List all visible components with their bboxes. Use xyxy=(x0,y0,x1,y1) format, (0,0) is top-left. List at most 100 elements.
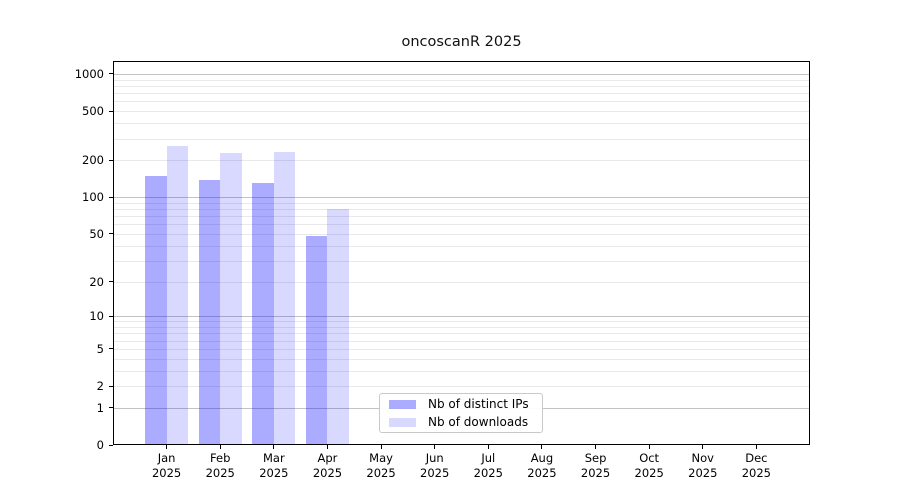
gridline-minor xyxy=(114,327,809,328)
x-tick-label: Feb 2025 xyxy=(193,451,247,481)
x-tick-label: Nov 2025 xyxy=(676,451,730,481)
legend-label-distinct-ips: Nb of distinct IPs xyxy=(428,397,529,411)
legend-label-downloads: Nb of downloads xyxy=(428,415,529,429)
x-tick-year: 2025 xyxy=(312,466,343,480)
x-tick-month: Nov xyxy=(691,451,714,465)
x-tick-month: Apr xyxy=(317,451,338,465)
y-tick-label: 1000 xyxy=(74,66,104,81)
gridline-minor xyxy=(114,123,809,125)
y-tick-mark xyxy=(109,233,113,235)
gridline-major xyxy=(114,197,809,199)
x-tick-year: 2025 xyxy=(366,466,396,480)
chart-title: oncoscanR 2025 xyxy=(401,34,522,50)
x-tick-mark xyxy=(487,445,489,449)
x-tick-mark xyxy=(595,445,597,449)
x-tick-label: Dec 2025 xyxy=(729,451,783,481)
x-tick-year: 2025 xyxy=(580,466,611,480)
x-tick-label: May 2025 xyxy=(354,451,408,481)
bar-downloads xyxy=(166,146,189,444)
bar-distinct-ips xyxy=(145,175,167,444)
y-tick-label: 1 xyxy=(96,400,104,415)
gridline-major xyxy=(114,73,809,75)
gridline-minor xyxy=(114,216,809,218)
gridline-minor xyxy=(114,111,809,113)
y-tick-label: 50 xyxy=(89,226,104,241)
bar-downloads xyxy=(327,209,349,444)
x-tick-year: 2025 xyxy=(259,466,289,480)
x-tick-label: Oct 2025 xyxy=(622,451,676,481)
y-tick-mark xyxy=(109,444,113,446)
bar-distinct-ips xyxy=(252,182,274,444)
y-tick-label: 2 xyxy=(96,379,104,393)
legend-entry-distinct-ips: Nb of distinct IPs xyxy=(389,397,542,411)
x-tick-year: 2025 xyxy=(634,466,664,480)
x-tick-label: Mar 2025 xyxy=(247,451,301,481)
gridline-minor xyxy=(114,340,809,342)
x-tick-year: 2025 xyxy=(527,466,557,480)
y-tick-label: 200 xyxy=(82,153,104,168)
gridlines-layer xyxy=(114,62,809,444)
x-tick-label: Aug 2025 xyxy=(515,451,569,481)
x-tick-label: Jun 2025 xyxy=(408,451,462,481)
y-tick-mark xyxy=(109,196,113,198)
x-tick-mark xyxy=(380,445,382,449)
x-tick-year: 2025 xyxy=(420,466,450,480)
gridline-minor xyxy=(114,138,809,140)
gridline-minor xyxy=(114,245,809,247)
x-tick-year: 2025 xyxy=(205,466,235,480)
x-tick-month: Jul xyxy=(481,451,496,465)
bar-distinct-ips xyxy=(305,236,328,444)
legend-entry-downloads: Nb of downloads xyxy=(389,415,542,429)
y-tick-mark xyxy=(109,407,113,409)
bar-downloads xyxy=(273,151,296,444)
x-tick-month: Feb xyxy=(210,451,231,465)
y-tick-label: 500 xyxy=(82,104,104,119)
x-tick-month: Aug xyxy=(530,451,554,465)
gridline-minor xyxy=(114,260,809,262)
y-tick-mark xyxy=(109,315,113,317)
y-tick-label: 5 xyxy=(96,341,104,356)
y-tick-label: 10 xyxy=(89,309,104,324)
x-tick-label: Sep 2025 xyxy=(569,451,623,481)
x-tick-label: Jul 2025 xyxy=(461,451,515,481)
y-tick-mark xyxy=(109,73,113,75)
gridline-minor xyxy=(114,233,809,235)
gridline-minor xyxy=(114,224,809,226)
x-tick-month: May xyxy=(369,451,393,465)
x-tick-mark xyxy=(541,445,543,449)
x-tick-month: Dec xyxy=(745,451,768,465)
gridline-minor xyxy=(114,321,809,323)
x-tick-mark xyxy=(702,445,704,449)
x-tick-mark xyxy=(326,445,328,449)
x-tick-mark xyxy=(219,445,221,449)
x-tick-year: 2025 xyxy=(688,466,718,480)
plot-area xyxy=(113,61,810,445)
gridline-minor xyxy=(114,333,809,335)
y-tick-label: 100 xyxy=(82,190,104,205)
y-tick-mark xyxy=(109,348,113,350)
gridline-minor xyxy=(114,358,809,360)
bars-layer xyxy=(114,62,809,444)
gridline-minor xyxy=(114,386,809,387)
bar-downloads xyxy=(220,152,242,444)
legend: Nb of distinct IPs Nb of downloads xyxy=(379,393,543,433)
y-tick-mark xyxy=(109,385,113,387)
x-tick-label: Apr 2025 xyxy=(300,451,354,481)
gridline-minor xyxy=(114,93,809,95)
y-tick-mark xyxy=(109,281,113,282)
y-tick-mark xyxy=(109,159,113,161)
y-tick-label: 0 xyxy=(96,438,104,452)
gridline-minor xyxy=(114,202,809,204)
x-tick-month: Oct xyxy=(639,451,660,465)
gridline-minor xyxy=(114,79,809,81)
y-tick-mark xyxy=(109,110,113,112)
gridline-minor xyxy=(114,160,809,162)
x-tick-month: Mar xyxy=(262,451,285,465)
gridline-minor xyxy=(114,348,809,350)
legend-swatch-downloads xyxy=(389,417,416,427)
x-tick-mark xyxy=(648,445,650,449)
x-tick-month: Sep xyxy=(584,451,607,465)
x-tick-mark xyxy=(166,445,168,449)
gridline-minor xyxy=(114,101,809,103)
